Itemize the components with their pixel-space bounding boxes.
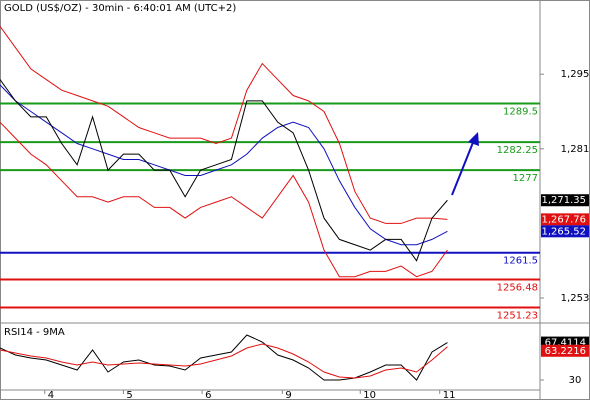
- level-label: 1282.25: [497, 145, 538, 156]
- level-label-bg: [492, 105, 538, 118]
- level-label: 1261.5: [503, 256, 538, 267]
- forecast-arrow: [451, 132, 479, 196]
- x-tick-label: 11: [443, 390, 456, 400]
- price-tag-label: 1,271.35: [541, 195, 586, 206]
- level-label-bg: [492, 172, 538, 185]
- price-tag-label: 67.4114: [545, 338, 586, 349]
- price-tag-label: 1,265.52: [541, 226, 586, 237]
- y-tick-label: 1,295: [561, 69, 590, 80]
- x-tick-label: 6: [205, 390, 211, 400]
- price-tag-label: 1,267.76: [541, 214, 586, 225]
- series-line: [0, 25, 448, 224]
- level-label-bg: [492, 144, 538, 157]
- x-tick-label: 10: [363, 390, 376, 400]
- y-tick-label: 1,281: [561, 144, 590, 155]
- price-tag: [541, 225, 589, 238]
- level-label-bg: [492, 309, 538, 322]
- price-tag: [541, 344, 589, 357]
- level-label-bg: [492, 254, 538, 267]
- level-label-bg: [492, 281, 538, 294]
- series-line: [0, 79, 448, 262]
- x-tick-label: 4: [48, 390, 54, 400]
- rsi-title: RSI14 - 9MA: [4, 327, 65, 338]
- arrow-head: [468, 132, 479, 146]
- price-tag: [541, 194, 589, 207]
- series-line: [0, 121, 448, 278]
- x-tick-label: 5: [126, 390, 132, 400]
- chart-title: GOLD (US$/OZ) - 30min - 6:40:01 AM (UTC+…: [4, 3, 236, 14]
- arrow-line: [451, 139, 475, 196]
- series-line: [0, 84, 448, 246]
- price-tag-label: 63.2216: [545, 346, 586, 357]
- price-tag: [541, 213, 589, 226]
- level-label: 1277: [513, 173, 538, 184]
- y-tick-label: 30: [569, 375, 582, 386]
- level-label: 1256.48: [497, 282, 538, 293]
- y-tick-label: 1,253: [561, 293, 590, 304]
- series-line: [0, 343, 448, 379]
- level-label: 1289.5: [503, 107, 538, 118]
- series-line: [0, 334, 448, 381]
- level-label: 1251.23: [497, 310, 538, 321]
- x-tick-label: 9: [285, 390, 291, 400]
